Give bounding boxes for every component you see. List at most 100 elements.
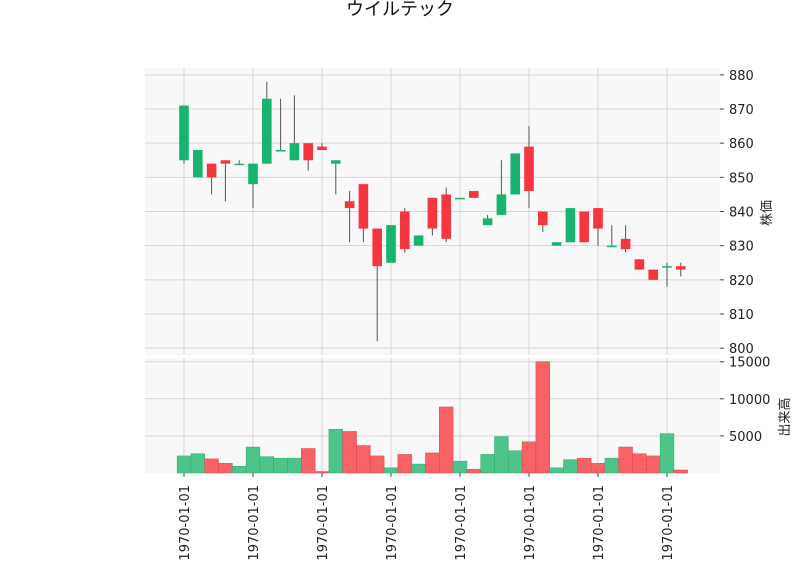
price-tick-label: 830 [729, 240, 754, 255]
volume-bar [439, 406, 454, 474]
price-tick-label: 860 [729, 137, 754, 152]
x-tick-label: 1970-01-01 [523, 485, 538, 561]
price-tick-label: 800 [729, 342, 754, 357]
candle-body [220, 160, 231, 164]
price-tick-label: 870 [729, 103, 754, 118]
candle-body [206, 163, 217, 178]
candle-body [413, 235, 424, 246]
volume-bar [259, 456, 274, 474]
x-tick-label: 1970-01-01 [316, 485, 331, 561]
candle-body [482, 218, 493, 226]
volume-bar [632, 453, 647, 474]
candle-body [386, 225, 396, 263]
volume-bar [273, 457, 288, 474]
candle-body [317, 146, 327, 150]
candle-body [289, 143, 300, 161]
candle-body [565, 208, 576, 243]
x-tick-label: 1970-01-01 [592, 485, 607, 561]
volume-bar [356, 445, 371, 474]
candle-body [607, 245, 617, 248]
candle-body [275, 150, 286, 152]
x-tick-label: 1970-01-01 [178, 485, 193, 561]
volume-bar [577, 457, 592, 474]
candle-body [620, 238, 631, 250]
candle-body [248, 163, 258, 185]
candle-body [510, 153, 520, 195]
candle-body [538, 211, 548, 226]
candle-body [372, 228, 382, 267]
candle-body [179, 105, 189, 161]
x-axis-ticks: 1970-01-01 1970-01-01 1970-01-01 1970-01-01… [178, 473, 676, 561]
candle-body [344, 201, 355, 209]
candle-body [193, 150, 203, 178]
candle-body [469, 191, 479, 198]
candle-body [303, 143, 313, 161]
volume-bars [176, 361, 688, 474]
candle-body [441, 194, 451, 239]
volume-bar [245, 446, 261, 474]
price-tick-label: 820 [729, 274, 754, 289]
volume-bar [204, 458, 219, 474]
candle-body [648, 269, 658, 280]
volume-bar [397, 454, 412, 474]
candle-body [455, 197, 465, 200]
volume-bar [480, 454, 495, 474]
volume-tick-label: 15000 [729, 356, 770, 371]
volume-bar [301, 448, 316, 474]
volume-bar [342, 431, 357, 474]
volume-bar [466, 469, 481, 474]
candle-body [662, 266, 672, 268]
volume-bar [328, 428, 343, 474]
volume-bar [383, 467, 399, 474]
candle-body [496, 194, 507, 215]
volume-bar [604, 457, 619, 474]
volume-bar [549, 467, 564, 474]
volume-bar [508, 450, 523, 474]
x-tick-label: 1970-01-01 [385, 485, 400, 561]
volume-bar [646, 455, 661, 474]
candlesticks [179, 81, 686, 342]
volume-bar [590, 463, 606, 474]
grid-lines [145, 68, 720, 473]
price-tick-label: 880 [729, 69, 754, 84]
price-tick-label: 840 [729, 206, 754, 221]
x-tick-label: 1970-01-01 [454, 485, 469, 561]
price-tick-label: 810 [729, 308, 754, 323]
volume-bar [314, 471, 330, 474]
candle-body [579, 211, 589, 243]
candle-body [593, 208, 603, 229]
volume-bar [190, 453, 205, 474]
candle-body [551, 242, 562, 246]
volume-bar [411, 463, 426, 474]
candle-body [331, 160, 341, 164]
price-tick-label: 850 [729, 171, 754, 186]
candle-body [524, 146, 534, 191]
volume-bar [370, 455, 385, 474]
y-axis-ticks: 800 810 820 830 840 850 860 870 880 5000 10000 1500… [720, 69, 770, 445]
volume-bar [425, 452, 440, 474]
volume-bar [176, 455, 192, 474]
volume-bar [659, 433, 675, 474]
volume-bar [218, 463, 233, 474]
volume-bar [494, 436, 509, 474]
volume-bar [618, 446, 633, 474]
volume-axis-label: 出来高 [777, 397, 793, 436]
x-tick-label: 1970-01-01 [247, 485, 262, 561]
candle-body [234, 163, 244, 166]
candle-body [262, 98, 272, 164]
volume-bar [521, 441, 537, 474]
volume-bar [452, 460, 468, 474]
chart-title: ウイルテック [346, 0, 454, 20]
candle-body [634, 259, 645, 270]
volume-bar [563, 459, 578, 474]
x-tick-label: 1970-01-01 [661, 485, 676, 561]
candle-body [400, 211, 410, 250]
volume-tick-label: 10000 [729, 393, 770, 408]
volume-bar [673, 469, 688, 474]
candle-body [358, 184, 369, 229]
candle-body [676, 266, 686, 270]
volume-bar [232, 466, 247, 474]
volume-bar [535, 361, 550, 474]
volume-bar [287, 457, 302, 474]
